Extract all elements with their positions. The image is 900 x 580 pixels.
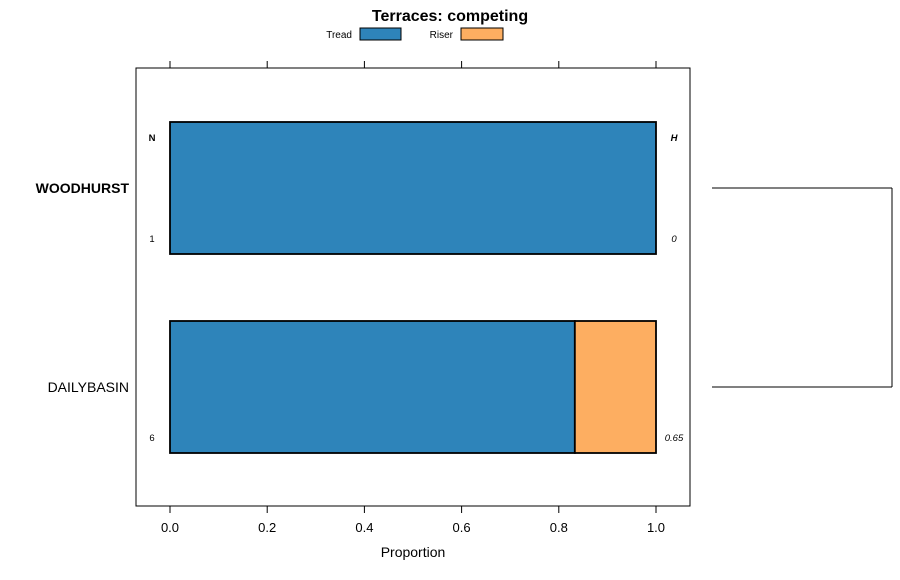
h-value: 0 — [671, 234, 677, 245]
dendrogram — [712, 187, 893, 388]
legend-label-tread: Tread — [326, 30, 352, 41]
x-tick-label: 0.6 — [453, 520, 471, 535]
category-label: DAILYBASIN — [48, 379, 129, 395]
legend-swatch-riser — [460, 27, 504, 41]
legend-swatch-tread — [359, 27, 402, 41]
x-tick-label: 0.4 — [355, 520, 373, 535]
x-tick-label: 0.2 — [258, 520, 276, 535]
bar-tread-woodhurst — [169, 121, 657, 255]
legend-label-riser: Riser — [430, 30, 454, 41]
legend: Tread Riser — [326, 27, 504, 41]
x-axis: 0.0 0.2 0.4 0.6 0.8 1.0 — [161, 61, 665, 535]
n-value: 1 — [149, 234, 154, 245]
x-tick-label: 1.0 — [647, 520, 665, 535]
bars-group: WOODHURST 1 0 N H DAILYBASIN 6 0.65 — [36, 121, 684, 454]
bar-tread-dailybasin — [169, 320, 576, 454]
x-tick-label: 0.8 — [550, 520, 568, 535]
h-header: H — [671, 133, 679, 144]
bar-riser-dailybasin — [573, 320, 657, 454]
plot-panel — [135, 67, 691, 507]
h-value: 0.65 — [665, 433, 684, 444]
chart-title: Terraces: competing — [372, 8, 528, 25]
category-label: WOODHURST — [36, 180, 130, 196]
n-value: 6 — [149, 433, 154, 444]
n-header: N — [149, 133, 156, 144]
x-axis-label: Proportion — [381, 544, 446, 560]
x-tick-label: 0.0 — [161, 520, 179, 535]
